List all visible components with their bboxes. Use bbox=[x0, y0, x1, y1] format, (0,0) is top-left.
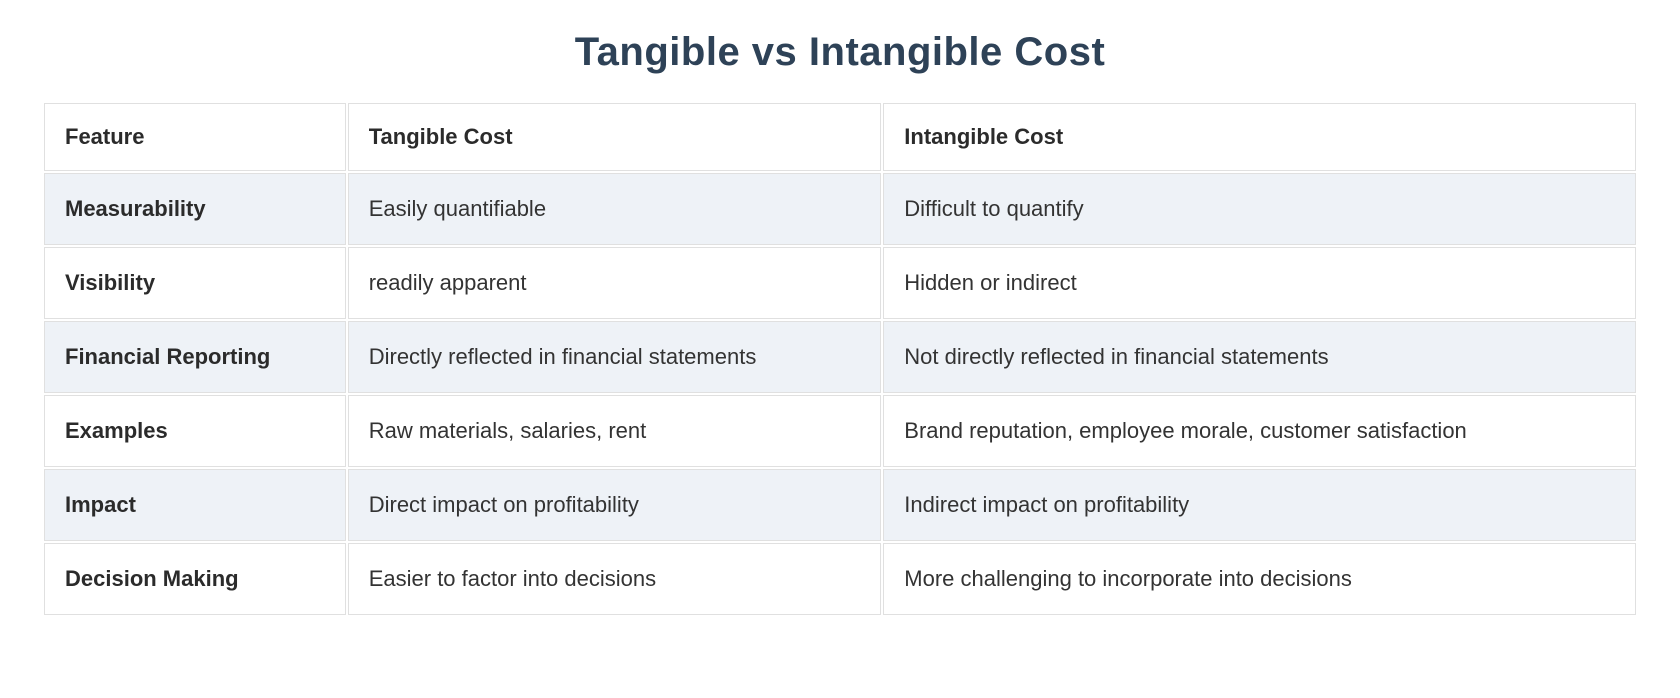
column-header-tangible-cost: Tangible Cost bbox=[347, 103, 882, 171]
intangible-cost-cell: Brand reputation, employee morale, custo… bbox=[883, 395, 1636, 467]
table-row-impact: Impact Direct impact on profitability In… bbox=[44, 469, 1636, 541]
feature-cell: Impact bbox=[44, 469, 346, 541]
tangible-cost-cell: Easier to factor into decisions bbox=[347, 543, 882, 615]
feature-cell: Decision Making bbox=[44, 543, 346, 615]
table-row-examples: Examples Raw materials, salaries, rent B… bbox=[44, 395, 1636, 467]
table-row-visibility: Visibility readily apparent Hidden or in… bbox=[44, 247, 1636, 319]
column-header-intangible-cost: Intangible Cost bbox=[883, 103, 1636, 171]
feature-cell: Measurability bbox=[44, 173, 346, 245]
feature-cell: Financial Reporting bbox=[44, 321, 346, 393]
intangible-cost-cell: Difficult to quantify bbox=[883, 173, 1636, 245]
column-header-feature: Feature bbox=[44, 103, 346, 171]
tangible-cost-cell: Direct impact on profitability bbox=[347, 469, 882, 541]
tangible-cost-cell: Raw materials, salaries, rent bbox=[347, 395, 882, 467]
page-title: Tangible vs Intangible Cost bbox=[574, 30, 1106, 74]
table-row-measurability: Measurability Easily quantifiable Diffic… bbox=[44, 173, 1636, 245]
table-row-decision-making: Decision Making Easier to factor into de… bbox=[44, 543, 1636, 615]
intangible-cost-cell: Not directly reflected in financial stat… bbox=[883, 321, 1636, 393]
table-row-financial-reporting: Financial Reporting Directly reflected i… bbox=[44, 321, 1636, 393]
header-row: Feature Tangible Cost Intangible Cost bbox=[44, 103, 1636, 171]
intangible-cost-cell: More challenging to incorporate into dec… bbox=[883, 543, 1636, 615]
intangible-cost-cell: Hidden or indirect bbox=[883, 247, 1636, 319]
intangible-cost-cell: Indirect impact on profitability bbox=[883, 469, 1636, 541]
feature-cell: Visibility bbox=[44, 247, 346, 319]
tangible-cost-cell: Directly reflected in financial statemen… bbox=[347, 321, 882, 393]
feature-cell: Examples bbox=[44, 395, 346, 467]
tangible-cost-cell: Easily quantifiable bbox=[347, 173, 882, 245]
tangible-cost-cell: readily apparent bbox=[347, 247, 882, 319]
comparison-table: Feature Tangible Cost Intangible Cost Me… bbox=[42, 101, 1638, 617]
